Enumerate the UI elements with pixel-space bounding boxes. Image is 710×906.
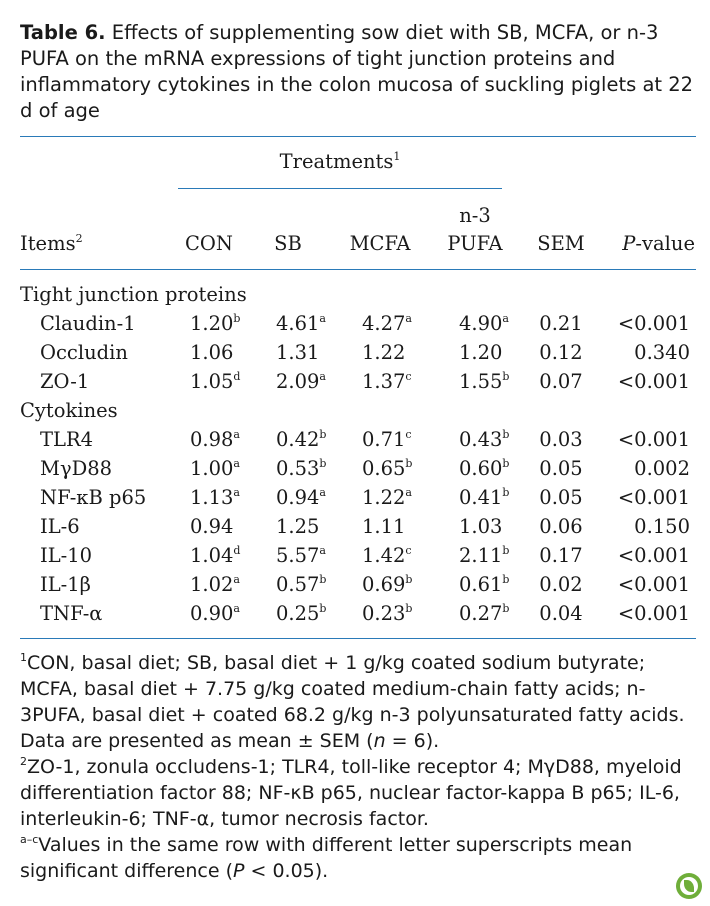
cell-mcfa: 1.11 (362, 515, 406, 538)
cell-sem: 0.21 (539, 312, 583, 335)
cell-mcfa: 1.42c (362, 544, 412, 567)
cell-mcfa: 1.22a (362, 486, 412, 509)
cell-con: 1.13a (190, 486, 240, 509)
cell-pufa: 1.03 (459, 515, 503, 538)
cell-mcfa: 0.23b (362, 602, 413, 625)
cell-pufa: 0.27b (459, 602, 510, 625)
cell-sem: 0.07 (539, 370, 583, 393)
cell-pufa: 0.60b (459, 457, 510, 480)
cell-con: 0.98a (190, 428, 240, 451)
row-item: MγD88 (40, 457, 113, 480)
cell-sem: 0.05 (539, 457, 583, 480)
treatments-header: Treatments1 (279, 150, 401, 173)
cell-mcfa: 1.37c (362, 370, 412, 393)
cell-sem: 0.05 (539, 486, 583, 509)
cell-pvalue: <0.001 (617, 544, 690, 567)
header-pufa-top: n-3 (459, 204, 491, 227)
section-title: Tight junction proteins (20, 283, 247, 306)
section-title: Cytokines (20, 399, 118, 422)
cell-pvalue: <0.001 (617, 370, 690, 393)
cell-pufa: 1.55b (459, 370, 510, 393)
footnotes: 1CON, basal diet; SB, basal diet + 1 g/k… (20, 650, 700, 884)
treatments-rule (178, 188, 502, 189)
cell-pufa: 1.20 (459, 341, 503, 364)
cell-mcfa: 0.71c (362, 428, 412, 451)
cell-sem: 0.02 (539, 573, 583, 596)
cell-pvalue: <0.001 (617, 428, 690, 451)
cell-sb: 0.94a (276, 486, 326, 509)
cell-sb: 1.25 (276, 515, 320, 538)
cell-pvalue: 0.150 (634, 515, 690, 538)
header-pufa-bottom: PUFA (447, 232, 503, 255)
cell-pvalue: <0.001 (617, 573, 690, 596)
cell-pufa: 4.90a (459, 312, 509, 335)
header-sem: SEM (537, 232, 585, 255)
table-title: Effects of supplementing sow diet with S… (20, 21, 694, 122)
row-item: IL-6 (40, 515, 80, 538)
cell-mcfa: 0.69b (362, 573, 413, 596)
cell-sb: 0.53b (276, 457, 327, 480)
header-pvalue: P-value (622, 232, 695, 255)
table-caption: Table 6. Effects of supplementing sow di… (20, 20, 696, 124)
row-item: Occludin (40, 341, 128, 364)
table-label: Table 6. (20, 21, 106, 44)
cell-pvalue: <0.001 (617, 602, 690, 625)
row-item: IL-1β (40, 573, 91, 596)
cell-pufa: 0.43b (459, 428, 510, 451)
cell-con: 1.05d (190, 370, 241, 393)
cell-sem: 0.17 (539, 544, 583, 567)
header-items: Items2 (20, 232, 83, 255)
row-item: ZO-1 (40, 370, 90, 393)
cell-sb: 0.42b (276, 428, 327, 451)
header-rule (20, 269, 696, 270)
row-item: IL-10 (40, 544, 93, 567)
cell-sb: 5.57a (276, 544, 326, 567)
cell-pvalue: 0.340 (634, 341, 690, 364)
cell-con: 1.02a (190, 573, 240, 596)
row-item: TLR4 (40, 428, 94, 451)
cell-sb: 0.57b (276, 573, 327, 596)
cell-sem: 0.12 (539, 341, 583, 364)
cell-pufa: 0.61b (459, 573, 510, 596)
row-item: TNF-α (40, 602, 103, 625)
row-item: NF-κB p65 (40, 486, 147, 509)
cell-pvalue: <0.001 (617, 486, 690, 509)
cell-pvalue: <0.001 (617, 312, 690, 335)
cell-sb: 0.25b (276, 602, 327, 625)
row-item: Claudin-1 (40, 312, 136, 335)
cell-mcfa: 4.27a (362, 312, 412, 335)
cell-sem: 0.06 (539, 515, 583, 538)
header-con: CON (185, 232, 233, 255)
leaf-logo-icon (676, 873, 702, 899)
footnote-1: 1CON, basal diet; SB, basal diet + 1 g/k… (20, 651, 685, 752)
cell-sem: 0.03 (539, 428, 583, 451)
cell-sb: 1.31 (276, 341, 320, 364)
cell-pufa: 2.11b (459, 544, 510, 567)
cell-con: 1.20b (190, 312, 241, 335)
cell-pufa: 0.41b (459, 486, 510, 509)
cell-mcfa: 1.22 (362, 341, 406, 364)
footnote-2: 2ZO-1, zonula occludens-1; TLR4, toll-li… (20, 755, 682, 830)
bottom-rule (20, 638, 696, 639)
cell-con: 1.04d (190, 544, 241, 567)
cell-mcfa: 0.65b (362, 457, 413, 480)
cell-con: 1.00a (190, 457, 240, 480)
header-mcfa: MCFA (349, 232, 411, 255)
cell-sb: 4.61a (276, 312, 326, 335)
cell-con: 0.90a (190, 602, 240, 625)
cell-con: 0.94 (190, 515, 234, 538)
cell-con: 1.06 (190, 341, 234, 364)
cell-pvalue: 0.002 (634, 457, 690, 480)
header-sb: SB (274, 232, 302, 255)
top-rule (20, 136, 696, 137)
cell-sb: 2.09a (276, 370, 326, 393)
cell-sem: 0.04 (539, 602, 583, 625)
footnote-3: a–cValues in the same row with different… (20, 833, 633, 882)
